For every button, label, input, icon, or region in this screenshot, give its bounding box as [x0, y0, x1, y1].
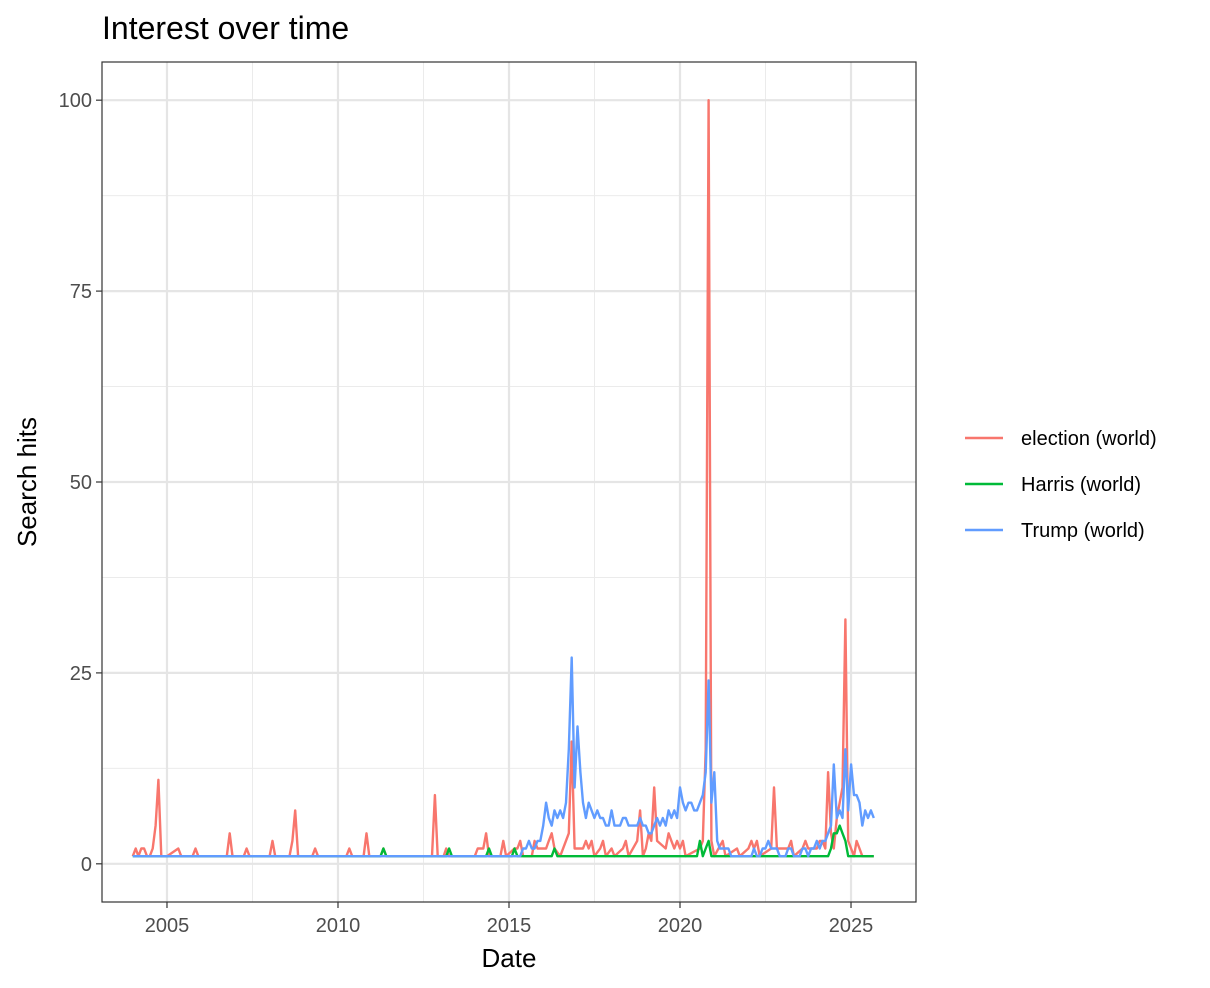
- y-tick-label: 25: [70, 663, 92, 685]
- chart-title: Interest over time: [102, 10, 349, 46]
- legend-label: election (world): [1021, 428, 1157, 450]
- y-axis: 0 25 50 75 100: [59, 90, 102, 876]
- legend: election (world) Harris (world) Trump (wor…: [965, 428, 1157, 542]
- x-tick-label: 2015: [487, 915, 532, 937]
- series-line-harris-world: [132, 824, 874, 858]
- y-axis-title: Search hits: [12, 417, 42, 547]
- legend-label: Harris (world): [1021, 474, 1141, 496]
- series-lines: [131, 99, 875, 858]
- x-tick-label: 2025: [829, 915, 874, 937]
- x-axis: 2005 2010 2015 2020 2025: [145, 902, 874, 937]
- x-tick-label: 2005: [145, 915, 190, 937]
- x-tick-label: 2020: [658, 915, 703, 937]
- x-tick-label: 2010: [316, 915, 361, 937]
- y-tick-label: 100: [59, 90, 92, 112]
- major-gridlines: [102, 62, 916, 902]
- y-tick-label: 0: [81, 854, 92, 876]
- legend-label: Trump (world): [1021, 520, 1145, 542]
- series-line-trump-world: [132, 656, 875, 858]
- y-tick-label: 75: [70, 281, 92, 303]
- y-tick-label: 50: [70, 472, 92, 494]
- x-axis-title: Date: [482, 943, 537, 973]
